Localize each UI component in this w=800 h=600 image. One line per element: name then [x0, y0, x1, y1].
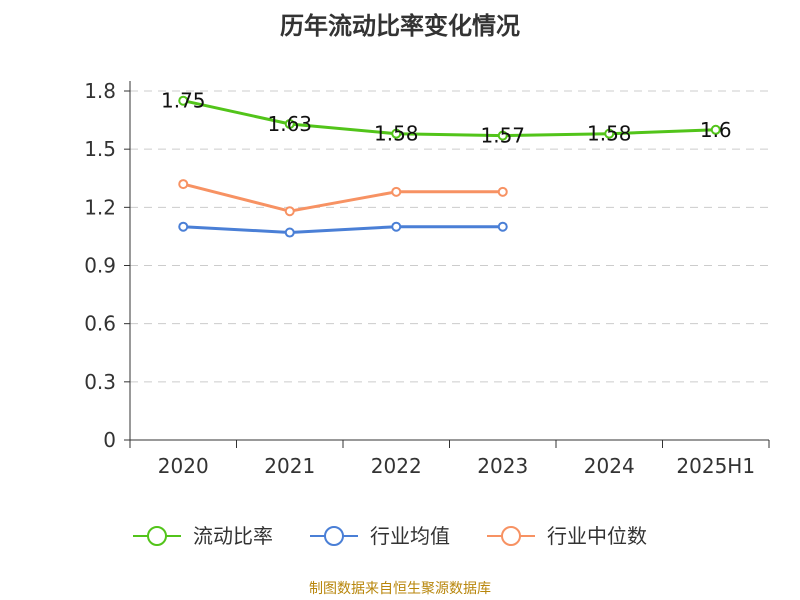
legend-marker: [501, 526, 521, 546]
data-point: [604, 128, 615, 139]
data-point: [391, 128, 402, 139]
y-tick-label: 0: [103, 428, 116, 452]
data-point: [710, 124, 721, 135]
y-tick-label: 0.9: [84, 254, 116, 278]
legend-label: 行业均值: [370, 524, 450, 548]
data-point: [178, 179, 189, 190]
series-line: [182, 182, 503, 213]
legend-label: 行业中位数: [547, 524, 647, 548]
x-tick-label: 2025H1: [676, 454, 755, 478]
y-tick-label: 1.8: [84, 79, 116, 103]
series-line: [182, 99, 716, 138]
data-label: 1.57: [480, 124, 525, 148]
data-point: [284, 227, 295, 238]
chart-title: 历年流动比率变化情况: [280, 12, 520, 40]
legend-label: 流动比率: [193, 524, 273, 548]
data-point: [497, 221, 508, 232]
data-label: 1.63: [267, 112, 312, 136]
x-tick-label: 2021: [264, 454, 315, 478]
x-tick-label: 2023: [477, 454, 528, 478]
data-point: [284, 118, 295, 129]
series-line: [183, 225, 503, 234]
data-point: [497, 186, 508, 197]
data-point: [391, 221, 402, 232]
data-label: 1.58: [587, 122, 632, 146]
source-note: 制图数据来自恒生聚源数据库: [309, 581, 491, 597]
y-tick-label: 1.5: [84, 137, 116, 161]
legend-marker: [147, 526, 167, 546]
data-label: 1.58: [374, 122, 419, 146]
x-tick-label: 2022: [371, 454, 422, 478]
x-tick-label: 2024: [584, 454, 635, 478]
legend-marker: [324, 526, 344, 546]
data-point: [178, 95, 189, 106]
data-point: [391, 186, 402, 197]
x-tick-label: 2020: [158, 454, 209, 478]
data-point: [284, 206, 295, 217]
data-point: [497, 130, 508, 141]
data-label: 1.6: [700, 118, 732, 142]
y-tick-label: 0.6: [84, 312, 116, 336]
y-tick-label: 0.3: [84, 370, 116, 394]
data-label: 1.75: [161, 89, 206, 113]
data-point: [178, 221, 189, 232]
y-tick-label: 1.2: [84, 195, 116, 219]
